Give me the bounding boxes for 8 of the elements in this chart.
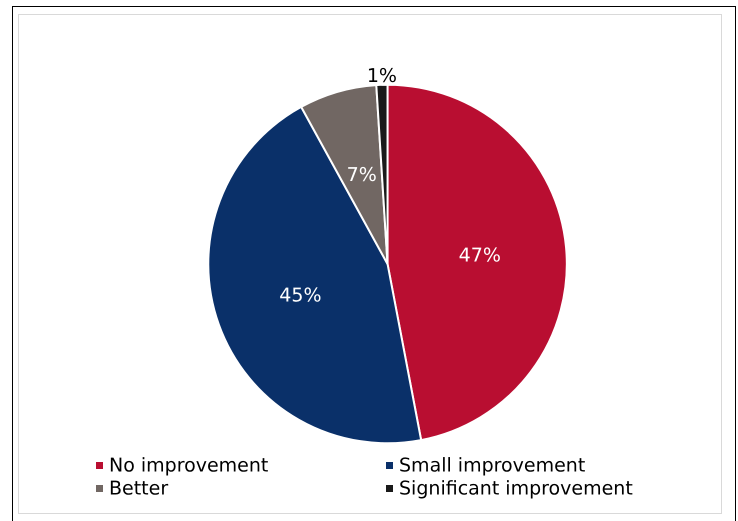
legend-label: Small improvement bbox=[399, 454, 586, 476]
legend-label: Significant improvement bbox=[399, 478, 633, 500]
data-label: 1% bbox=[366, 65, 397, 88]
data-label: 7% bbox=[346, 164, 377, 186]
legend-label: No improvement bbox=[109, 454, 268, 476]
legend-label: Better bbox=[109, 478, 168, 500]
data-label: 47% bbox=[458, 244, 501, 266]
data-label: 45% bbox=[279, 284, 322, 306]
